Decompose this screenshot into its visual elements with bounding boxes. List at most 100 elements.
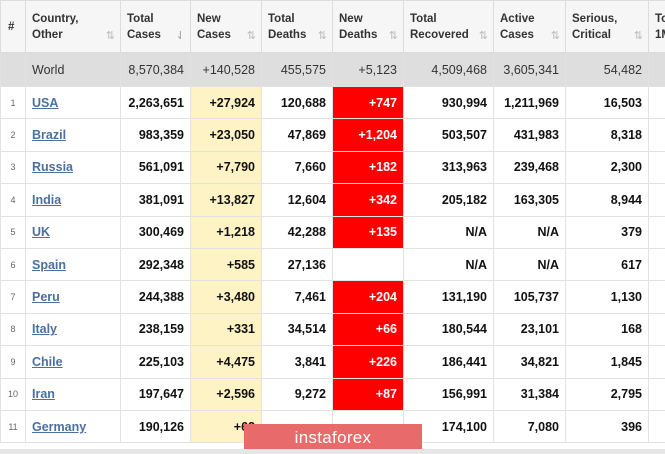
total-recovered-cell: 180,544 xyxy=(403,312,494,347)
active-cases-cell: 34,821 xyxy=(493,345,566,379)
covid-stats-table: # Country, Other ⇅ Total Cases ⇃ New Cases ⇅ To… xyxy=(0,0,665,444)
active-cases-cell: 239,468 xyxy=(493,150,566,185)
tot-per-1m-cell xyxy=(648,280,665,314)
total-deaths-cell: 12,604 xyxy=(261,183,333,217)
table-header-row: # Country, Other ⇅ Total Cases ⇃ New Cases ⇅ To… xyxy=(0,0,665,53)
header-label: Total Deaths xyxy=(268,12,307,41)
header-idx[interactable]: # xyxy=(0,0,26,53)
table-row: 6 Spain 292,348 +585 27,136 N/A N/A 617 xyxy=(0,247,665,282)
table-row: 9 Chile 225,103 +4,475 3,841 +226 186,441 34,82… xyxy=(0,345,665,379)
total-recovered-cell: 313,963 xyxy=(403,150,494,185)
active-cases-cell: N/A xyxy=(493,215,566,249)
active-cases-cell: 1,211,969 xyxy=(493,85,566,120)
new-cases-cell: +4,475 xyxy=(190,345,262,379)
total-recovered-cell: 174,100 xyxy=(403,409,494,444)
new-cases-cell: +2,596 xyxy=(190,377,262,411)
header-label: # xyxy=(8,20,15,33)
total-recovered-cell: 186,441 xyxy=(403,345,494,379)
total-deaths-cell: 9,272 xyxy=(261,377,333,411)
tot-per-1m-cell xyxy=(648,118,665,152)
new-cases-cell: +13,827 xyxy=(190,183,262,217)
header-tot-per-1m[interactable]: To 1M xyxy=(648,0,665,53)
header-active-cases[interactable]: Active Cases ⇅ xyxy=(493,0,566,53)
new-cases-cell: +3,480 xyxy=(190,280,262,314)
row-index: 9 xyxy=(0,345,26,379)
sort-icon[interactable]: ⇅ xyxy=(105,30,115,42)
new-deaths-cell: +87 xyxy=(332,377,404,411)
tot-per-1m-cell xyxy=(648,312,665,347)
header-label: Country, Other xyxy=(32,12,79,41)
sort-icon[interactable]: ⇅ xyxy=(550,30,560,42)
new-deaths-cell: +747 xyxy=(332,85,404,120)
total-cases-cell: 300,469 xyxy=(120,215,191,249)
header-country[interactable]: Country, Other ⇅ xyxy=(25,0,121,53)
header-new-deaths[interactable]: New Deaths ⇅ xyxy=(332,0,404,53)
country-cell: Brazil xyxy=(25,118,121,152)
active-cases-cell: 431,983 xyxy=(493,118,566,152)
serious-critical-cell: 1,845 xyxy=(565,345,649,379)
sort-icon[interactable]: ⇃ xyxy=(175,30,185,42)
country-cell: Peru xyxy=(25,280,121,314)
country-link[interactable]: Italy xyxy=(32,322,58,337)
header-label: New Deaths xyxy=(339,12,378,41)
country-cell: Germany xyxy=(25,409,121,444)
total-recovered-cell: N/A xyxy=(403,215,494,249)
world-tot-per-1m xyxy=(648,52,665,87)
country-cell: India xyxy=(25,183,121,217)
sort-icon[interactable]: ⇅ xyxy=(388,30,398,42)
header-label: To 1M xyxy=(655,12,665,41)
horizontal-scrollbar[interactable] xyxy=(0,449,665,454)
active-cases-cell: 105,737 xyxy=(493,280,566,314)
total-deaths-cell: 3,841 xyxy=(261,345,333,379)
total-recovered-cell: 156,991 xyxy=(403,377,494,411)
sort-icon[interactable]: ⇅ xyxy=(478,30,488,42)
total-cases-cell: 197,647 xyxy=(120,377,191,411)
row-index: 2 xyxy=(0,118,26,152)
country-link[interactable]: Russia xyxy=(32,160,73,175)
table-row: 7 Peru 244,388 +3,480 7,461 +204 131,190 105,73… xyxy=(0,280,665,314)
world-total-deaths: 455,575 xyxy=(261,52,333,87)
country-link[interactable]: Spain xyxy=(32,257,67,272)
tot-per-1m-cell xyxy=(648,345,665,379)
row-index: 5 xyxy=(0,215,26,249)
sort-icon[interactable]: ⇅ xyxy=(246,30,256,42)
sort-icon[interactable]: ⇅ xyxy=(317,30,327,42)
header-total-deaths[interactable]: Total Deaths ⇅ xyxy=(261,0,333,53)
country-link[interactable]: India xyxy=(32,192,62,207)
total-cases-cell: 225,103 xyxy=(120,345,191,379)
country-link[interactable]: Brazil xyxy=(32,128,67,143)
world-total-recovered: 4,509,468 xyxy=(403,52,494,87)
row-index: 10 xyxy=(0,377,26,411)
header-new-cases[interactable]: New Cases ⇅ xyxy=(190,0,262,53)
sort-icon[interactable]: ⇅ xyxy=(633,30,643,42)
table-row: 8 Italy 238,159 +331 34,514 +66 180,544 23,101 1… xyxy=(0,312,665,347)
new-cases-cell: +23,050 xyxy=(190,118,262,152)
country-link[interactable]: Iran xyxy=(32,387,55,402)
total-cases-cell: 983,359 xyxy=(120,118,191,152)
active-cases-cell: 163,305 xyxy=(493,183,566,217)
active-cases-cell: 7,080 xyxy=(493,409,566,444)
total-cases-cell: 190,126 xyxy=(120,409,191,444)
new-deaths-cell: +66 xyxy=(332,312,404,347)
total-deaths-cell: 34,514 xyxy=(261,312,333,347)
table-row: 4 India 381,091 +13,827 12,604 +342 205,182 163… xyxy=(0,183,665,217)
table-row: 10 Iran 197,647 +2,596 9,272 +87 156,991 31,384… xyxy=(0,377,665,411)
country-link[interactable]: UK xyxy=(32,225,51,240)
country-link[interactable]: USA xyxy=(32,95,59,110)
header-total-cases[interactable]: Total Cases ⇃ xyxy=(120,0,191,53)
header-label: New Cases xyxy=(197,12,231,41)
country-cell: Chile xyxy=(25,345,121,379)
serious-critical-cell: 2,795 xyxy=(565,377,649,411)
header-total-recovered[interactable]: Total Recovered ⇅ xyxy=(403,0,494,53)
country-link[interactable]: Germany xyxy=(32,419,87,434)
country-link[interactable]: Chile xyxy=(32,354,63,369)
country-link[interactable]: Peru xyxy=(32,290,60,305)
total-recovered-cell: N/A xyxy=(403,247,494,282)
world-new-cases: +140,528 xyxy=(190,52,262,87)
total-deaths-cell: 7,660 xyxy=(261,150,333,185)
new-deaths-cell: +342 xyxy=(332,183,404,217)
header-serious-critical[interactable]: Serious, Critical ⇅ xyxy=(565,0,649,53)
new-deaths-cell: +204 xyxy=(332,280,404,314)
world-row: World 8,570,384 +140,528 455,575 +5,123 … xyxy=(0,52,665,87)
instaforex-watermark: instaforex xyxy=(244,424,422,452)
